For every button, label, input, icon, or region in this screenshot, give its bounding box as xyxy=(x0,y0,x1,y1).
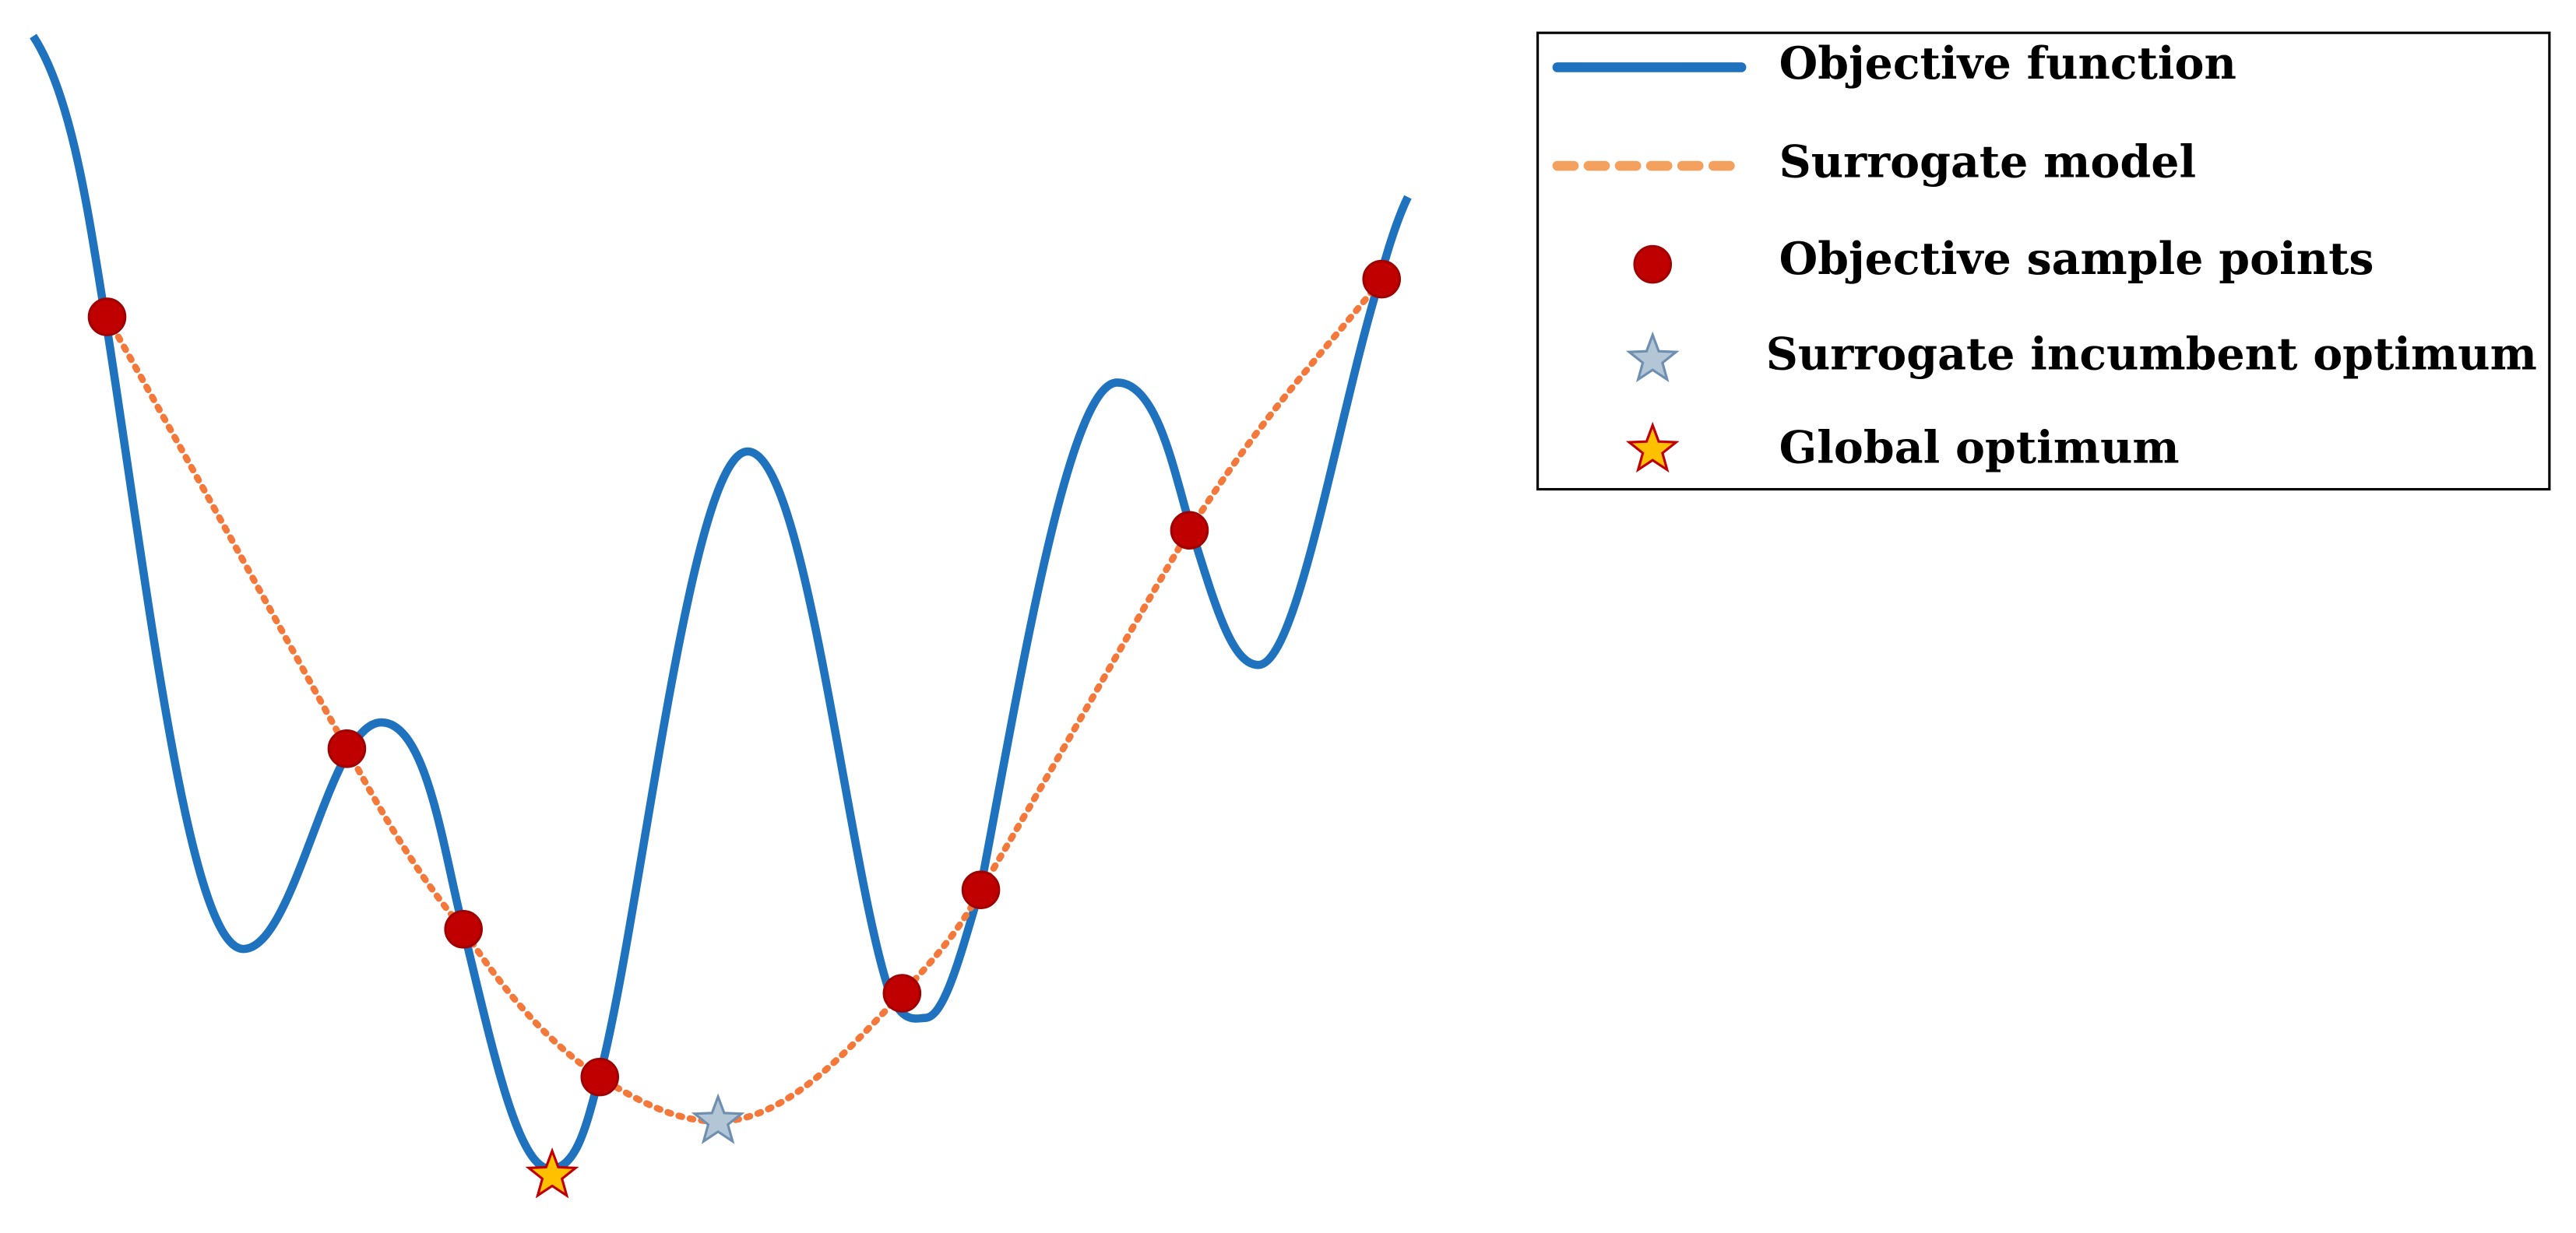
surrogate-model-curve xyxy=(104,276,1385,1125)
sample-point xyxy=(87,297,127,336)
legend: Objective function Surrogate model Objec… xyxy=(1536,31,2551,491)
sample-point xyxy=(1170,511,1209,550)
sample-point xyxy=(882,974,922,1013)
legend-label: Surrogate model xyxy=(1779,137,2196,188)
sample-point xyxy=(327,729,367,768)
legend-label: Objective sample points xyxy=(1779,234,2374,285)
sample-points xyxy=(87,259,1402,1097)
legend-incumbent-star xyxy=(1625,331,1680,383)
legend-global-star xyxy=(1625,421,1680,473)
legend-sample-point xyxy=(1633,244,1673,284)
legend-label: Surrogate incumbent optimum xyxy=(1766,328,2537,380)
legend-label: Global optimum xyxy=(1779,423,2180,474)
global-optimum-star xyxy=(525,1147,579,1199)
objective-function-curve xyxy=(30,33,1412,1174)
sample-point xyxy=(961,870,1001,909)
sample-point xyxy=(1362,259,1402,299)
sample-point xyxy=(580,1057,620,1097)
legend-box xyxy=(1536,31,2551,491)
sample-point xyxy=(444,910,483,949)
surrogate-incumbent-star xyxy=(691,1093,745,1144)
legend-label: Objective function xyxy=(1779,38,2236,90)
